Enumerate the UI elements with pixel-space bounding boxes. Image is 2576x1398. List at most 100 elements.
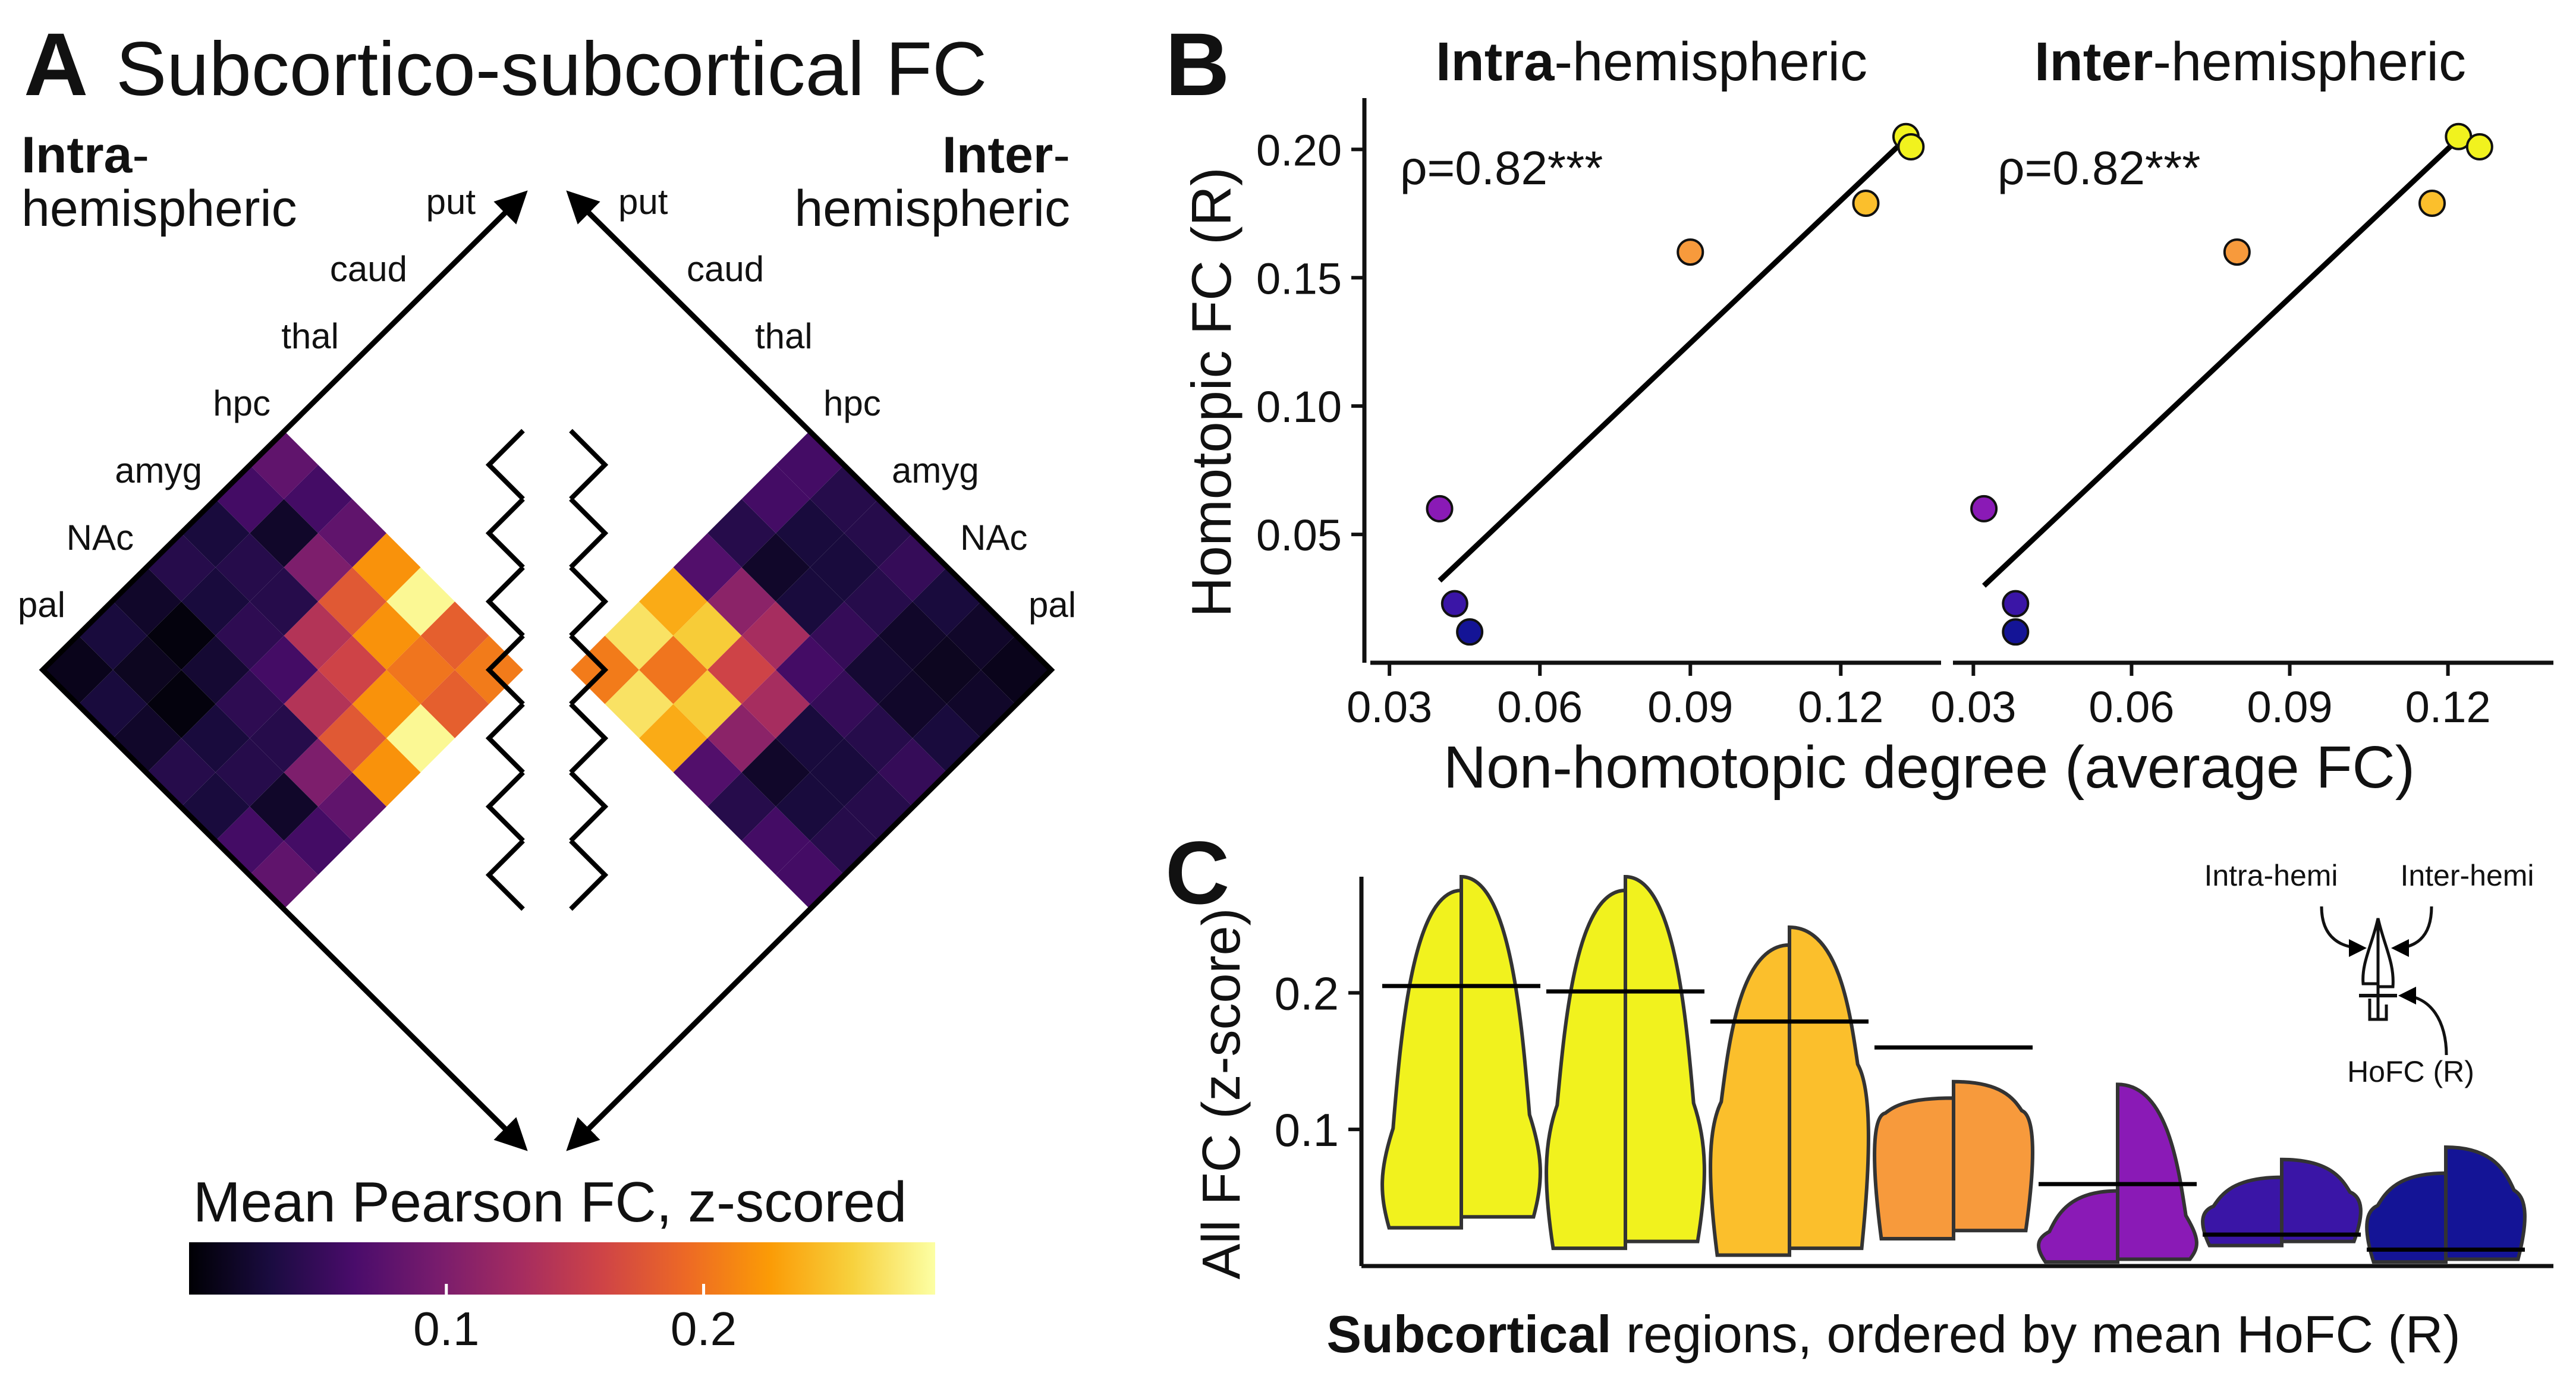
scatter-x-tick-label: 0.03 [1347, 682, 1432, 732]
scatter-point [2002, 590, 2030, 618]
violin-y-tick-label: 0.1 [1275, 1104, 1339, 1156]
panel-b-xlabel: Non-homotopic degree (average FC) [1443, 734, 2415, 801]
colorbar [189, 1242, 935, 1295]
intra-heatmap [45, 430, 523, 909]
subplot-title-intra-bold: Intra [1436, 32, 1555, 92]
scatter-point [1456, 618, 1484, 646]
regression-line [1982, 127, 2471, 588]
scatter-point [1440, 590, 1468, 618]
intra-outline [39, 190, 528, 1151]
region-label-inter: thal [755, 316, 813, 356]
region-label-inter: hpc [823, 383, 881, 423]
panel-c-xlabel-rest: regions, ordered by mean HoFC (R) [1612, 1305, 2461, 1364]
homotopic-cell-outline [485, 497, 525, 569]
legend-intra-label: Intra-hemi [2204, 859, 2338, 892]
scatter-point [2223, 238, 2251, 266]
scatter-subplot: 0.03 0.06 0.09 0.12 [1930, 122, 2553, 732]
intra-label-dash: - [132, 127, 149, 184]
region-label-intra: NAc [67, 518, 134, 558]
scatter-x-tick-label: 0.12 [2405, 682, 2491, 732]
violin-y-tick-label: 0.2 [1275, 967, 1339, 1019]
violin-half-inter [2444, 1145, 2527, 1261]
subplot-title-inter-bold: Inter [2034, 32, 2153, 92]
violin-half-intra [2037, 1189, 2119, 1264]
panel-b: B Intra-hemispheric Inter-hemispheric Ho… [1165, 14, 2553, 801]
violin-group [1873, 1045, 2034, 1241]
inter-heatmap [571, 430, 1049, 909]
legend-inter-label: Inter-hemi [2400, 859, 2534, 892]
panel-c-letter: C [1165, 823, 1229, 922]
subplot-title-inter: Inter-hemispheric [2034, 32, 2466, 92]
panel-a-title: Subcortico-subcortical FC [116, 27, 987, 112]
panel-c-xlabel: Subcortical regions, ordered by mean HoF… [1326, 1305, 2460, 1364]
region-label-intra: thal [281, 316, 339, 356]
homotopic-cell-outline [485, 839, 525, 911]
violin-half-inter [1952, 1079, 2034, 1233]
scatter-y-tick-label: 0.15 [1256, 254, 1342, 303]
subplot-title-intra: Intra-hemispheric [1436, 32, 1867, 92]
panel-c-ylabel: All FC (z-score) [1192, 908, 1251, 1280]
intra-label-line1: Intra- [21, 127, 149, 184]
scatter-x-tick-label: 0.06 [2089, 682, 2174, 732]
panel-b-ylabel: Homotopic FC (R) [1180, 167, 1243, 617]
subplot-title-intra-rest: -hemispheric [1554, 32, 1867, 92]
violin-plot: 0.1 0.2 [1275, 874, 2553, 1268]
region-label-intra: pal [18, 585, 65, 625]
homotopic-cell-outline [485, 565, 525, 638]
scatter-point [1677, 238, 1704, 266]
region-label-inter: caud [687, 249, 764, 289]
scatter-point [1426, 495, 1454, 522]
inter-label-line1: Inter- [942, 127, 1070, 184]
colorbar-title: Mean Pearson FC, z-scored [193, 1170, 907, 1234]
panel-c-xlabel-bold: Subcortical [1326, 1305, 1611, 1364]
region-label-intra: put [426, 182, 476, 222]
panel-a-letter: A [24, 14, 88, 114]
scatter-point [2418, 190, 2446, 218]
violin-half-intra [1545, 888, 1627, 1251]
violin-half-intra [2365, 1171, 2448, 1264]
legend-mini-lower [2368, 999, 2388, 1021]
homotopic-cell-outline [569, 429, 609, 501]
rho-annotation-inter: ρ=0.82*** [1998, 141, 2200, 194]
violin-half-inter [1788, 925, 1870, 1251]
scatter-point [2002, 618, 2030, 646]
violin-group [2037, 1082, 2198, 1264]
panel-b-letter: B [1165, 14, 1229, 114]
violin-group [2365, 1145, 2527, 1264]
violin-half-inter [1624, 874, 1706, 1243]
region-label-inter: NAc [960, 518, 1027, 558]
colorbar-ticks: 0.1 0.2 [413, 1284, 737, 1355]
colorbar-tick-label: 0.2 [671, 1302, 737, 1355]
scatter-plots: 0.05 0.10 0.15 0.20 0.03 0.06 0.09 0.12 0.03 0.06… [1256, 98, 2553, 732]
violin-group [1380, 874, 1542, 1230]
region-label-inter: amyg [892, 451, 979, 490]
homotopic-cell-outline [569, 565, 609, 638]
intra-label-bold: Intra [21, 127, 133, 184]
region-label-intra: amyg [115, 451, 202, 490]
scatter-x-tick-label: 0.09 [1647, 682, 1733, 732]
scatter-point [1970, 495, 1998, 522]
violin-group [1545, 874, 1706, 1251]
inter-label-line2: hemispheric [794, 180, 1070, 237]
region-label-intra: hpc [213, 383, 271, 423]
scatter-point [1852, 190, 1880, 218]
homotopic-cell-outline [569, 497, 609, 569]
inter-label-dash: - [1053, 127, 1070, 184]
legend-hofc-label: HoFC (R) [2347, 1055, 2474, 1088]
scatter-point [2465, 133, 2493, 161]
region-label-inter: pal [1028, 585, 1076, 625]
violin-group [1709, 925, 1870, 1257]
inter-label-bold: Inter [942, 127, 1053, 184]
scatter-x-tick-label: 0.12 [1798, 682, 1883, 732]
region-label-intra: caud [330, 249, 407, 289]
rho-annotation-intra: ρ=0.82*** [1400, 141, 1603, 194]
scatter-y-tick-label: 0.20 [1256, 125, 1342, 175]
scatter-y-tick-label: 0.05 [1256, 511, 1342, 560]
inter-outline [566, 190, 1055, 1151]
legend-arrow-intra [2320, 906, 2367, 957]
violin-half-inter [1460, 874, 1542, 1219]
violin-legend: Intra-hemi Inter-hemi HoFC (R) [2204, 859, 2534, 1088]
homotopic-cell-outline [569, 839, 609, 911]
scatter-x-tick-label: 0.09 [2247, 682, 2333, 732]
